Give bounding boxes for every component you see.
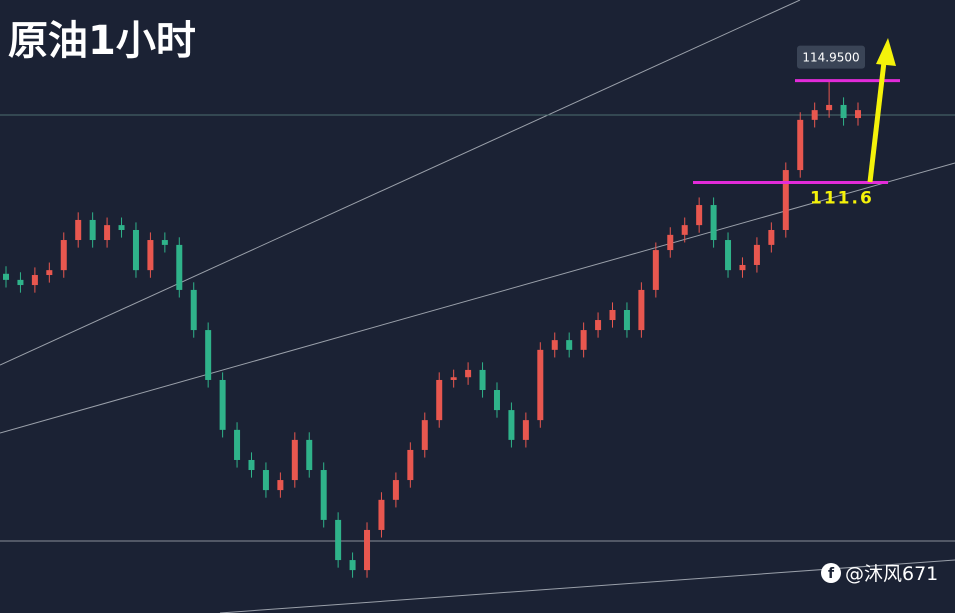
candle-body: [262, 470, 269, 491]
candle-body: [118, 225, 125, 230]
candle-body: [667, 234, 674, 251]
candle-body: [60, 240, 67, 271]
candle-body: [681, 225, 688, 235]
candle-body: [725, 240, 732, 271]
candle-body: [161, 240, 168, 245]
watermark: f @沐风671: [821, 563, 938, 585]
candle-body: [31, 275, 38, 286]
candle-body: [580, 330, 587, 350]
candle-body: [811, 110, 818, 120]
trend-line: [0, 162, 955, 434]
candle-body: [595, 320, 602, 331]
watermark-text: @沐风671: [845, 563, 938, 585]
candle-body: [623, 309, 630, 331]
candle-body: [132, 229, 139, 271]
price-label-box: [797, 45, 865, 69]
candles: [3, 80, 861, 578]
candle-body: [696, 205, 703, 226]
candle-body: [277, 480, 284, 491]
candle-body: [753, 244, 760, 265]
candle-body: [768, 229, 775, 245]
candle-body: [378, 499, 385, 530]
candle-body: [234, 429, 241, 460]
candle-body: [421, 420, 428, 450]
watermark-icon-letter: f: [828, 566, 835, 582]
candle-body: [508, 410, 515, 440]
candle-body: [364, 529, 371, 571]
candle-body: [609, 309, 616, 321]
candle-body: [479, 369, 486, 391]
chart-title: 原油1小时: [8, 18, 196, 64]
candle-body: [537, 349, 544, 421]
candle-body: [739, 264, 746, 271]
candle-body: [335, 519, 342, 561]
candle-body: [349, 560, 356, 571]
candle-body: [89, 219, 96, 241]
candle-body: [219, 379, 226, 430]
candle-body: [75, 219, 82, 241]
candle-body: [638, 289, 645, 331]
candle-body: [797, 119, 804, 171]
annotations: 114.9500 111.6: [693, 45, 900, 209]
candle-body: [306, 439, 313, 471]
candle-body: [436, 379, 443, 421]
candle-body: [104, 225, 111, 241]
candle-body: [46, 270, 53, 276]
price-label: 114.9500: [802, 51, 859, 65]
candle-body: [392, 480, 399, 500]
trend-line: [0, 0, 801, 366]
candle-body: [190, 289, 197, 331]
candle-body: [205, 330, 212, 380]
candle-body: [840, 104, 847, 119]
candle-body: [710, 205, 717, 241]
candle-body: [3, 273, 9, 280]
watermark-icon: [821, 563, 841, 583]
candle-body: [407, 449, 414, 481]
candle-body: [522, 420, 529, 440]
candle-body: [465, 369, 472, 378]
candle-body: [291, 439, 298, 481]
candle-body: [248, 459, 255, 471]
candle-body: [493, 390, 500, 411]
candle-body: [450, 377, 457, 380]
candle-body: [652, 250, 659, 290]
arrow: [867, 38, 896, 183]
arrow-head: [876, 38, 896, 66]
candle-body: [320, 470, 327, 520]
level-label: 111.6: [810, 189, 874, 209]
candle-body: [551, 340, 558, 350]
candle-body: [176, 244, 183, 290]
candle-body: [855, 110, 861, 119]
candle-body: [17, 279, 24, 286]
candle-body: [147, 240, 154, 271]
arrow-shaft: [867, 61, 887, 183]
candle-body: [826, 104, 833, 111]
candle-body: [782, 170, 789, 230]
candle-body: [566, 340, 573, 350]
